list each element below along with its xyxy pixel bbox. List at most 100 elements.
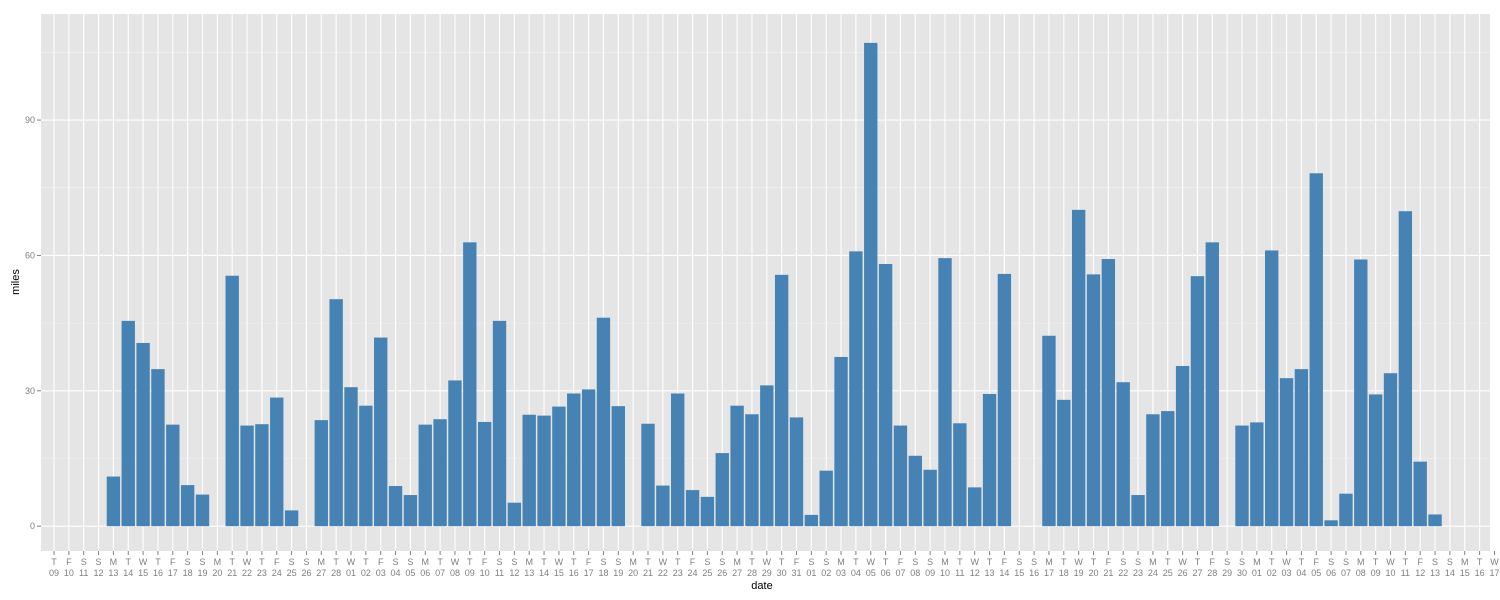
bar — [195, 494, 210, 527]
x-tick-day: 12 — [970, 568, 980, 578]
bar — [953, 423, 967, 527]
x-tick-weekday: M — [422, 557, 430, 567]
x-tick-weekday: T — [259, 557, 265, 567]
y-tick-label: 90 — [25, 115, 35, 125]
bar — [1279, 378, 1294, 527]
x-tick-weekday: S — [81, 557, 87, 567]
bar — [314, 420, 328, 527]
x-tick-weekday: M — [525, 557, 533, 567]
x-tick-day: 13 — [524, 568, 534, 578]
x-tick-day: 11 — [495, 568, 504, 578]
x-tick-weekday: S — [185, 557, 191, 567]
x-tick-weekday: S — [1447, 557, 1453, 567]
x-tick-weekday: T — [467, 557, 473, 567]
x-tick-weekday: T — [437, 557, 443, 567]
x-tick-day: 27 — [1192, 568, 1202, 578]
bar — [1324, 520, 1338, 527]
x-tick-weekday: F — [66, 557, 72, 567]
x-tick-day: 24 — [1148, 568, 1158, 578]
x-tick-weekday: W — [347, 557, 356, 567]
bar — [255, 424, 269, 527]
x-tick-weekday: M — [1357, 557, 1365, 567]
bar — [1265, 250, 1279, 527]
x-tick-day: 03 — [1282, 568, 1292, 578]
x-axis-title: date — [751, 580, 772, 592]
bar — [552, 406, 566, 527]
bar — [1368, 394, 1383, 527]
x-tick-day: 02 — [1267, 568, 1277, 578]
y-tick-label: 30 — [25, 386, 35, 396]
x-tick-weekday: S — [1224, 557, 1230, 567]
x-tick-day: 27 — [316, 568, 326, 578]
bar — [774, 274, 789, 527]
bar — [1190, 276, 1205, 527]
bar — [968, 487, 982, 527]
x-tick-day: 12 — [509, 568, 519, 578]
x-tick-day: 14 — [123, 568, 133, 578]
x-tick-day: 04 — [851, 568, 861, 578]
bar — [567, 393, 581, 527]
x-tick-day: 02 — [821, 568, 831, 578]
bar — [834, 356, 848, 527]
x-tick-weekday: T — [749, 557, 755, 567]
bar — [329, 299, 343, 527]
x-tick-day: 03 — [836, 568, 846, 578]
bar — [819, 470, 833, 527]
bar — [270, 397, 284, 527]
x-tick-weekday: T — [883, 557, 889, 567]
x-tick-weekday: T — [571, 557, 577, 567]
x-tick-weekday: M — [110, 557, 118, 567]
x-tick-weekday: W — [970, 557, 979, 567]
bar — [240, 425, 254, 527]
x-tick-day: 07 — [895, 568, 905, 578]
x-tick-day: 21 — [643, 568, 653, 578]
x-tick-day: 18 — [183, 568, 193, 578]
bar — [1250, 422, 1264, 527]
bar — [284, 510, 299, 527]
bar — [1413, 461, 1427, 527]
bar — [1294, 369, 1309, 527]
x-tick-weekday: M — [941, 557, 949, 567]
x-tick-day: 22 — [1118, 568, 1128, 578]
x-tick-day: 10 — [1385, 568, 1395, 578]
bar — [596, 317, 611, 527]
x-tick-day: 10 — [940, 568, 950, 578]
x-tick-weekday: S — [600, 557, 606, 567]
x-tick-weekday: T — [779, 557, 785, 567]
x-tick-day: 09 — [925, 568, 935, 578]
x-tick-weekday: F — [586, 557, 592, 567]
x-tick-weekday: T — [541, 557, 547, 567]
x-tick-weekday: S — [823, 557, 829, 567]
x-tick-day: 05 — [405, 568, 415, 578]
x-tick-day: 08 — [450, 568, 460, 578]
y-tick-label: 0 — [30, 521, 35, 531]
bar — [685, 490, 700, 527]
x-tick-weekday: S — [393, 557, 399, 567]
x-tick-weekday: M — [837, 557, 845, 567]
x-tick-weekday: M — [214, 557, 222, 567]
x-tick-day: 06 — [1326, 568, 1336, 578]
x-tick-weekday: W — [763, 557, 772, 567]
bar — [715, 453, 729, 527]
x-tick-day: 27 — [732, 568, 742, 578]
bar — [581, 389, 596, 527]
x-tick-day: 14 — [999, 568, 1009, 578]
x-tick-weekday: T — [1269, 557, 1275, 567]
x-tick-day: 01 — [346, 568, 356, 578]
bar — [1235, 425, 1249, 527]
x-tick-weekday: T — [1165, 557, 1171, 567]
x-tick-weekday: T — [853, 557, 859, 567]
x-tick-day: 11 — [79, 568, 88, 578]
x-tick-weekday: S — [1343, 557, 1349, 567]
x-tick-day: 17 — [1044, 568, 1054, 578]
x-tick-day: 17 — [584, 568, 594, 578]
x-tick-day: 05 — [866, 568, 876, 578]
x-tick-weekday: M — [1461, 557, 1469, 567]
x-tick-weekday: F — [1417, 557, 1423, 567]
x-tick-weekday: S — [1328, 557, 1334, 567]
x-axis: T09F10S11S12M13T14W15T16F17S18S19M20T21W… — [49, 551, 1499, 578]
x-tick-day: 13 — [108, 568, 118, 578]
x-tick-weekday: T — [1373, 557, 1379, 567]
bar — [1354, 259, 1368, 527]
x-tick-day: 15 — [1460, 568, 1470, 578]
